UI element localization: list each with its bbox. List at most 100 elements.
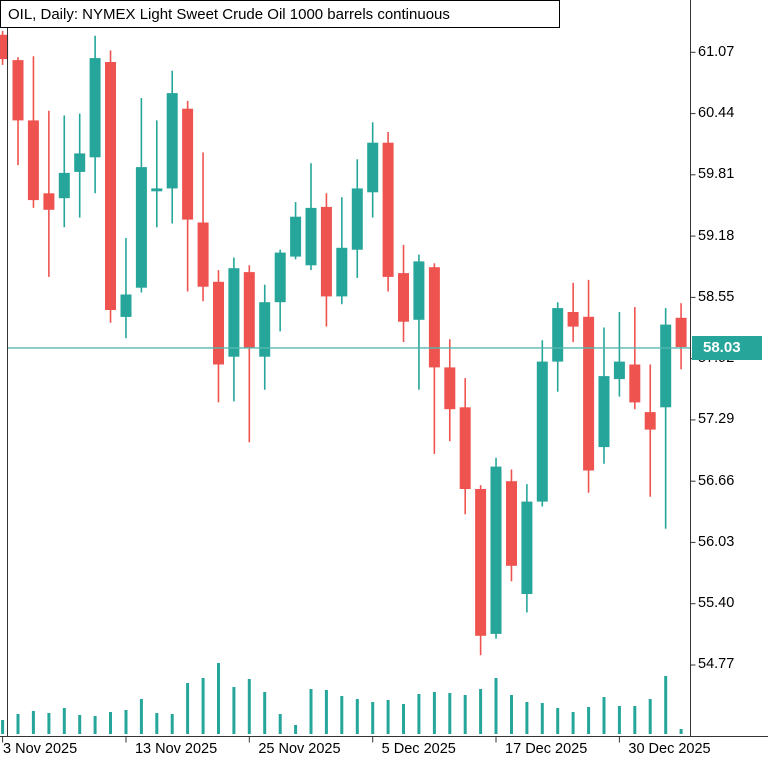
price-scale-label: 56.03 <box>698 533 735 550</box>
price-scale-label: 57.29 <box>698 411 735 428</box>
bull-candle-body <box>290 216 302 257</box>
bull-candle-body <box>274 252 286 303</box>
volume-bar <box>124 710 128 734</box>
volume-bar <box>247 679 251 734</box>
volume-bar <box>417 694 421 734</box>
volume-bar <box>324 690 328 734</box>
bear-candle-body <box>320 206 332 297</box>
bull-candle-body <box>613 361 625 380</box>
volume-bar <box>232 687 236 734</box>
chart-title-box: OIL, Daily: NYMEX Light Sweet Crude Oil … <box>0 0 560 28</box>
bear-candle-body <box>644 412 656 430</box>
volume-bar <box>1 720 5 734</box>
time-scale-label: 3 Nov 2025 <box>3 741 78 757</box>
bear-candle-body <box>243 272 255 348</box>
bull-candle-body <box>228 268 240 357</box>
bull-candle-body <box>413 261 425 320</box>
volume-bar <box>386 700 390 734</box>
volume-bar <box>510 695 513 734</box>
price-scale-label: 58.55 <box>698 288 735 305</box>
bear-candle-body <box>675 317 687 347</box>
volume-bar <box>587 707 591 734</box>
volume-bar <box>217 663 220 734</box>
bear-candle-body <box>43 193 55 210</box>
volume-bar <box>186 683 190 734</box>
volume-bar <box>294 725 298 734</box>
bear-candle-body <box>428 267 440 368</box>
volume-bar <box>93 716 97 734</box>
volume-bar <box>139 699 143 734</box>
volume-bar <box>340 696 344 734</box>
bull-candle-body <box>367 142 379 193</box>
time-scale-label: 25 Nov 2025 <box>258 741 341 757</box>
volume-bar <box>679 729 683 734</box>
price-scale-label: 54.77 <box>698 656 735 673</box>
volume-bar <box>78 715 82 734</box>
volume-bar <box>263 692 267 734</box>
time-scale-label: 5 Dec 2025 <box>381 741 456 757</box>
volume-bar <box>278 714 282 734</box>
price-scale-label: 59.18 <box>698 227 735 244</box>
bear-candle-body <box>27 120 39 201</box>
volume-bar <box>540 703 544 734</box>
volume-bar <box>556 708 560 734</box>
volume-bar <box>371 702 375 734</box>
volume-bar <box>664 676 668 734</box>
bear-candle-body <box>629 364 641 403</box>
bull-candle-body <box>166 93 178 189</box>
volume-bar <box>170 714 174 734</box>
volume-bar <box>648 699 652 734</box>
bear-candle-body <box>475 489 487 636</box>
volume-bar <box>633 706 637 734</box>
price-scale-label: 56.66 <box>698 472 735 489</box>
volume-bar <box>525 702 529 734</box>
volume-bar <box>62 708 66 734</box>
bull-candle-body <box>58 172 70 199</box>
bear-candle-body <box>583 316 595 471</box>
volume-bar <box>617 706 621 734</box>
time-scale-label: 17 Dec 2025 <box>505 741 588 757</box>
chart-title: OIL, Daily: NYMEX Light Sweet Crude Oil … <box>8 6 450 23</box>
price-scale-label: 59.81 <box>698 166 735 183</box>
volume-bar <box>31 711 35 734</box>
bull-candle-body <box>336 247 348 297</box>
bear-candle-body <box>12 60 24 121</box>
bull-candle-body <box>660 324 672 408</box>
bull-candle-body <box>259 302 271 357</box>
time-scale-label: 30 Dec 2025 <box>628 741 711 757</box>
price-scale-label: 55.40 <box>698 595 735 612</box>
bull-candle-body <box>89 58 101 158</box>
price-scale-label: 60.44 <box>698 105 735 122</box>
bull-candle-body <box>151 188 163 192</box>
volume-bar <box>155 713 159 734</box>
bull-candle-body <box>305 207 317 266</box>
volume-bar <box>494 678 498 734</box>
bear-candle-body <box>444 367 456 410</box>
volume-bar <box>602 697 606 734</box>
bear-candle-body <box>0 34 9 60</box>
volume-bar <box>355 699 359 734</box>
bear-candle-body <box>197 222 209 287</box>
bull-candle-body <box>598 376 610 448</box>
current-price-tag: 58.03 <box>692 335 762 360</box>
bear-candle-body <box>105 62 116 310</box>
bear-candle-body <box>213 281 224 365</box>
volume-bar <box>432 692 436 734</box>
bear-candle-body <box>398 273 409 322</box>
bull-candle-body <box>521 501 533 594</box>
bear-candle-body <box>459 407 471 489</box>
volume-bar <box>16 714 20 734</box>
volume-bar <box>109 712 112 734</box>
volume-bar <box>201 678 205 734</box>
time-scale-label: 13 Nov 2025 <box>134 741 218 757</box>
bull-candle-body <box>490 466 502 634</box>
price-scale-label: 61.07 <box>698 43 735 60</box>
volume-bar <box>448 693 452 734</box>
bull-candle-body <box>74 153 86 172</box>
bull-candle-body <box>351 188 363 250</box>
volume-bar <box>402 704 405 734</box>
bear-candle-body <box>506 481 517 566</box>
